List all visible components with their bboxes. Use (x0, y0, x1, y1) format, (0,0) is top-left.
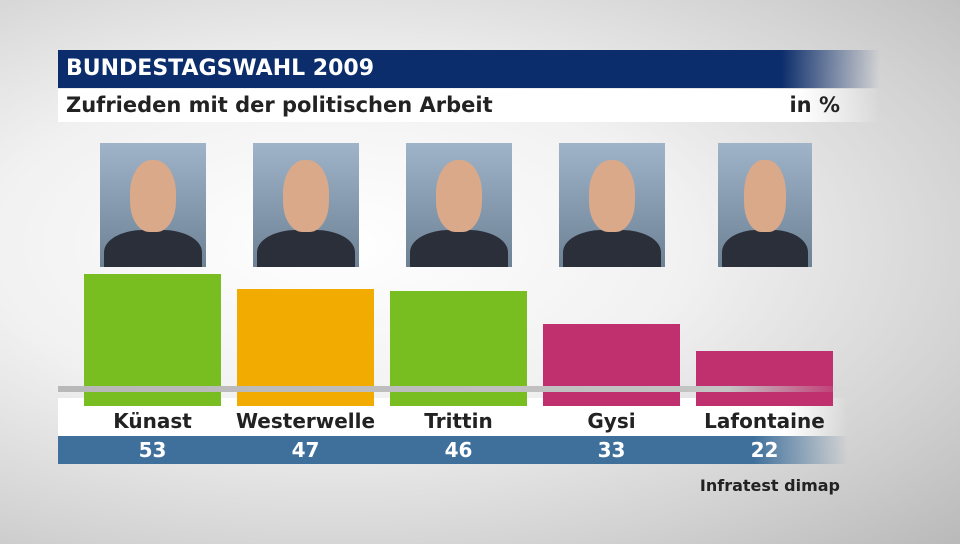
value-label: 22 (750, 438, 779, 462)
person-photo-icon (559, 143, 665, 267)
bar-1 (84, 274, 221, 406)
chart-title: BUNDESTAGSWAHL 2009 (66, 56, 375, 81)
value-label: 33 (597, 438, 626, 462)
bar-4 (543, 324, 680, 406)
value-label: 46 (444, 438, 473, 462)
person-photo-icon (100, 143, 206, 267)
person-photo-icon (406, 143, 512, 267)
category-label: Künast (113, 409, 192, 433)
source-label: Infratest dimap (699, 476, 840, 495)
person-photo-icon (253, 143, 359, 267)
bar-5 (696, 351, 833, 406)
category-label: Lafontaine (704, 409, 825, 433)
value-label: 47 (291, 438, 320, 462)
category-label: Westerwelle (235, 409, 376, 433)
person-photo-icon (718, 143, 812, 267)
category-label: Trittin (424, 409, 493, 433)
value-label: 53 (138, 438, 167, 462)
unit-label: in % (789, 93, 840, 117)
title-bar: BUNDESTAGSWAHL 2009 (58, 50, 880, 88)
subtitle-bar: Zufrieden mit der politischen Arbeit (58, 89, 880, 122)
value-label-band (58, 436, 848, 464)
chart-subtitle: Zufrieden mit der politischen Arbeit (66, 93, 493, 117)
chart-baseline (58, 386, 848, 392)
category-label: Gysi (587, 409, 636, 433)
